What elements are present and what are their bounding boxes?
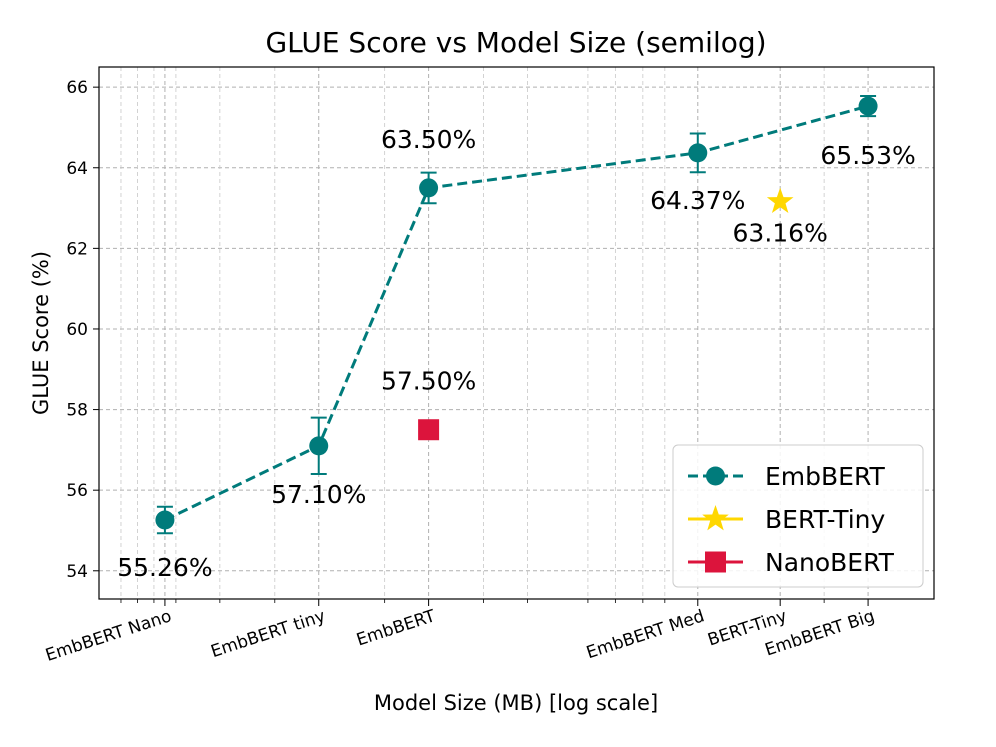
data-point	[858, 96, 878, 116]
legend-label: EmbBERT	[765, 462, 886, 491]
series-layer: 55.26% 57.10% 63.50% 64.37% 65.53% 63.16% 57.5…	[117, 95, 916, 582]
series-embbert: 55.26% 57.10% 63.50% 64.37% 65.53%	[117, 95, 916, 582]
data-label: 57.10%	[271, 480, 366, 509]
legend-item-nanobert: NanoBERT	[688, 548, 895, 577]
data-label: 57.50%	[381, 367, 476, 396]
legend-label: BERT-Tiny	[765, 505, 885, 534]
legend-item-embbert: EmbBERT	[688, 462, 886, 491]
data-point	[155, 510, 175, 530]
plot-frame	[98, 66, 935, 600]
y-tick-label: 58	[66, 401, 88, 421]
data-point	[418, 419, 440, 441]
legend-label: NanoBERT	[765, 548, 895, 577]
data-point	[309, 436, 329, 456]
data-label: 55.26%	[117, 553, 212, 582]
data-label: 63.16%	[733, 219, 828, 248]
y-tick-label: 64	[66, 159, 88, 179]
legend-box	[672, 444, 924, 588]
legend-item-bert-tiny: BERT-Tiny	[688, 505, 885, 534]
data-label: 63.50%	[381, 125, 476, 154]
data-label: 64.37%	[650, 186, 745, 215]
data-label: 65.53%	[820, 141, 915, 170]
x-axis-label: Model Size (MB) [log scale]	[374, 691, 658, 715]
series-nanobert: 57.50%	[381, 367, 476, 441]
data-point	[766, 187, 794, 213]
data-point	[419, 178, 439, 198]
data-point	[688, 143, 708, 163]
y-tick-label: 56	[66, 481, 88, 501]
legend-marker	[705, 551, 726, 573]
grid-layer	[99, 67, 934, 599]
legend-marker	[702, 505, 729, 531]
y-tick-label: 60	[66, 320, 88, 340]
legend-marker	[706, 466, 725, 486]
y-tick-label: 66	[66, 78, 88, 98]
y-tick-label: 62	[66, 239, 88, 259]
series-bert-tiny: 63.16%	[733, 187, 828, 248]
chart-title: GLUE Score vs Model Size (semilog)	[265, 26, 766, 59]
y-tick-label: 54	[66, 562, 88, 582]
legend: EmbBERT BERT-Tiny NanoBERT	[672, 444, 924, 588]
y-axis-label: GLUE Score (%)	[29, 251, 53, 415]
